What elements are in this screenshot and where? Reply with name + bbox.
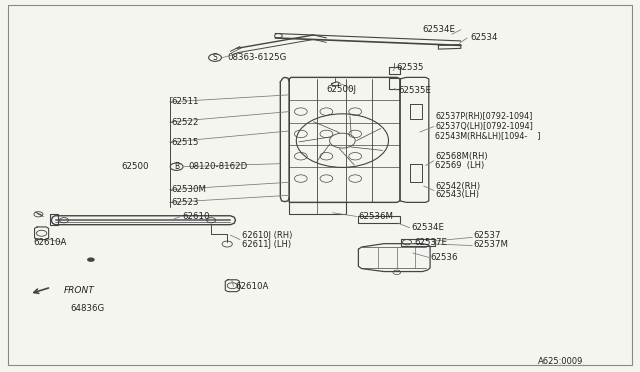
Text: 62568M(RH): 62568M(RH) [435,152,488,161]
Text: 62522: 62522 [172,118,199,126]
Text: 62542(RH): 62542(RH) [435,182,481,190]
Text: 62536: 62536 [430,253,458,262]
Text: 62610J (RH): 62610J (RH) [242,231,292,240]
Text: 62543M(RH&LH)[1094-    ]: 62543M(RH&LH)[1094- ] [435,132,541,141]
Text: 62534E: 62534E [422,25,456,34]
Text: 62500J: 62500J [326,85,356,94]
Text: 62511: 62511 [172,97,199,106]
Text: 62537M: 62537M [474,240,509,248]
Text: 62535E: 62535E [398,86,431,94]
Text: 62610A: 62610A [33,238,67,247]
Text: 62610: 62610 [182,212,210,221]
Text: 62537Q(LH)[0792-1094]: 62537Q(LH)[0792-1094] [435,122,533,131]
Text: 62537P(RH)[0792-1094]: 62537P(RH)[0792-1094] [435,112,532,121]
Text: 62534E: 62534E [411,223,444,232]
Text: 62537E: 62537E [415,238,448,247]
Text: 62523: 62523 [172,198,199,207]
Text: 62611J (LH): 62611J (LH) [242,240,291,248]
Text: 62537: 62537 [474,231,501,240]
Text: A625:0009: A625:0009 [538,357,583,366]
Text: 62515: 62515 [172,138,199,147]
Text: 64836G: 64836G [70,304,105,313]
Text: 62535: 62535 [397,63,424,72]
Text: 62543(LH): 62543(LH) [435,190,479,199]
Text: 62569  (LH): 62569 (LH) [435,161,484,170]
Text: FRONT: FRONT [64,286,95,295]
Circle shape [87,257,95,262]
Text: 62610A: 62610A [236,282,269,291]
Text: 08363-6125G: 08363-6125G [227,53,287,62]
Text: 62500: 62500 [122,162,149,171]
Text: 62530M: 62530M [172,185,207,194]
Text: 08120-8162D: 08120-8162D [189,162,248,171]
Text: S: S [212,53,218,62]
Text: 62534: 62534 [470,33,498,42]
Text: 62536M: 62536M [358,212,394,221]
Text: B: B [174,162,179,171]
